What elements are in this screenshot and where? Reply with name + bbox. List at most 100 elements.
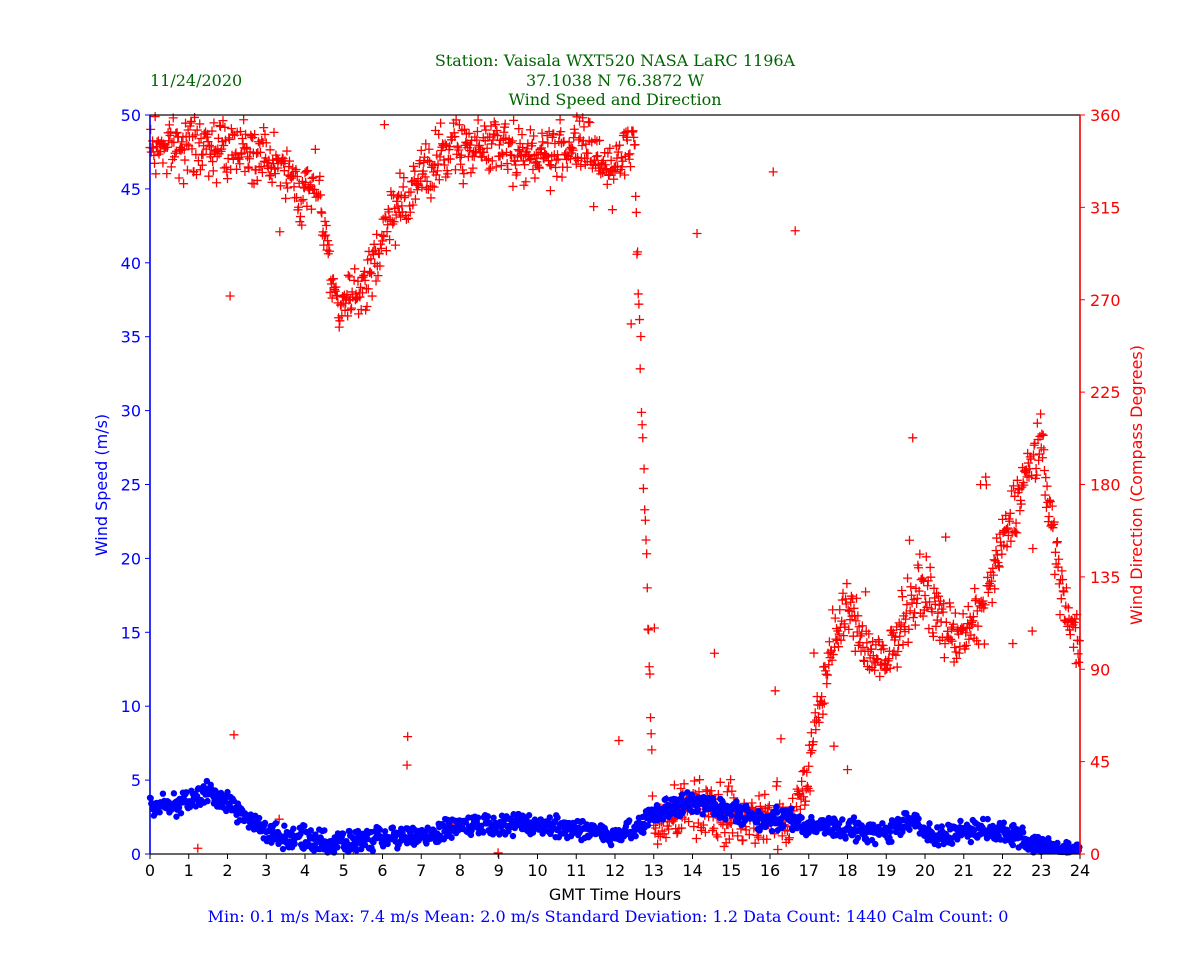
direction-point <box>738 835 748 845</box>
direction-point <box>764 801 774 811</box>
direction-point <box>908 433 918 443</box>
direction-point <box>821 669 831 679</box>
direction-point <box>521 177 531 187</box>
direction-point <box>615 140 625 150</box>
direction-point <box>914 586 924 596</box>
direction-point <box>427 181 437 191</box>
direction-point <box>649 623 659 633</box>
direction-point <box>824 637 834 647</box>
speed-point <box>369 847 377 855</box>
direction-point <box>777 831 787 841</box>
direction-point <box>770 686 780 696</box>
direction-point <box>472 135 482 145</box>
direction-point <box>991 546 1001 556</box>
direction-point <box>1070 614 1080 624</box>
direction-point <box>918 611 928 621</box>
title-line-1: Station: Vaisala WXT520 NASA LaRC 1196A <box>435 51 796 70</box>
direction-point <box>892 662 902 672</box>
direction-point <box>834 629 844 639</box>
x-tick-label: 9 <box>494 861 504 880</box>
direction-point <box>1019 480 1029 490</box>
direction-point <box>323 236 333 246</box>
direction-point <box>744 830 754 840</box>
speed-point <box>321 827 328 834</box>
speed-point <box>339 830 347 837</box>
x-tick-label: 15 <box>721 861 741 880</box>
speed-point <box>381 828 389 835</box>
direction-point <box>711 830 721 840</box>
x-axis-ticks: 0 1 2 3 4 5 6 7 8 9 10 11 12 13 14 15 16 17 18 19 20 21 22 23 24 <box>145 854 1090 880</box>
direction-point <box>218 116 228 126</box>
direction-point <box>451 115 461 125</box>
direction-point <box>367 291 377 301</box>
direction-point <box>162 169 172 179</box>
direction-point <box>328 274 338 284</box>
direction-point <box>372 229 382 239</box>
direction-point <box>228 129 238 139</box>
direction-point <box>517 130 527 140</box>
direction-point <box>577 141 587 151</box>
direction-point <box>1047 501 1057 511</box>
left-tick-label: 0 <box>131 845 141 864</box>
direction-point <box>618 156 628 166</box>
speed-point <box>607 841 615 849</box>
direction-point <box>177 144 187 154</box>
direction-point <box>551 155 561 165</box>
direction-point <box>822 670 832 680</box>
direction-point <box>616 153 626 163</box>
direction-point <box>420 172 430 182</box>
direction-point <box>237 148 247 158</box>
direction-point <box>321 230 331 240</box>
direction-point <box>647 745 657 755</box>
direction-point <box>1008 481 1018 491</box>
direction-point <box>728 828 738 838</box>
direction-point <box>894 640 904 650</box>
direction-point <box>296 196 306 206</box>
speed-point <box>733 798 740 805</box>
direction-point <box>639 464 649 474</box>
right-tick-label: 225 <box>1090 383 1121 402</box>
direction-point <box>947 636 957 646</box>
direction-point <box>693 818 703 828</box>
left-tick-label: 30 <box>121 402 141 421</box>
direction-point <box>259 123 269 133</box>
direction-point <box>1044 512 1054 522</box>
direction-point <box>422 176 432 186</box>
direction-point <box>343 270 353 280</box>
direction-point <box>840 622 850 632</box>
direction-point <box>803 783 813 793</box>
direction-point <box>343 311 353 321</box>
direction-point <box>1050 569 1060 579</box>
direction-point <box>950 642 960 652</box>
direction-point <box>403 732 413 742</box>
y-axis-left-label: Wind Speed (m/s) <box>92 414 111 556</box>
speed-point <box>281 822 288 829</box>
direction-point <box>471 148 481 158</box>
direction-point <box>802 767 812 777</box>
direction-point <box>926 572 936 582</box>
direction-point <box>201 127 211 137</box>
speed-point <box>312 831 319 838</box>
direction-point <box>494 140 504 150</box>
direction-point <box>297 220 307 230</box>
direction-point <box>1039 445 1049 455</box>
direction-point <box>593 151 603 161</box>
direction-point <box>360 275 370 285</box>
direction-point <box>183 125 193 135</box>
direction-point <box>528 164 538 174</box>
direction-point <box>500 119 510 129</box>
direction-point <box>505 150 515 160</box>
direction-point <box>384 207 394 217</box>
direction-point <box>568 145 578 155</box>
x-tick-label: 8 <box>455 861 465 880</box>
direction-point <box>393 202 403 212</box>
direction-point <box>852 593 862 603</box>
speed-point <box>753 819 761 826</box>
direction-point <box>1058 575 1068 585</box>
direction-point <box>203 137 213 147</box>
direction-point <box>316 190 325 200</box>
title-line-3: Wind Speed and Direction <box>508 90 721 109</box>
direction-point <box>579 122 589 132</box>
direction-point <box>1041 502 1051 512</box>
direction-point <box>1012 528 1022 538</box>
